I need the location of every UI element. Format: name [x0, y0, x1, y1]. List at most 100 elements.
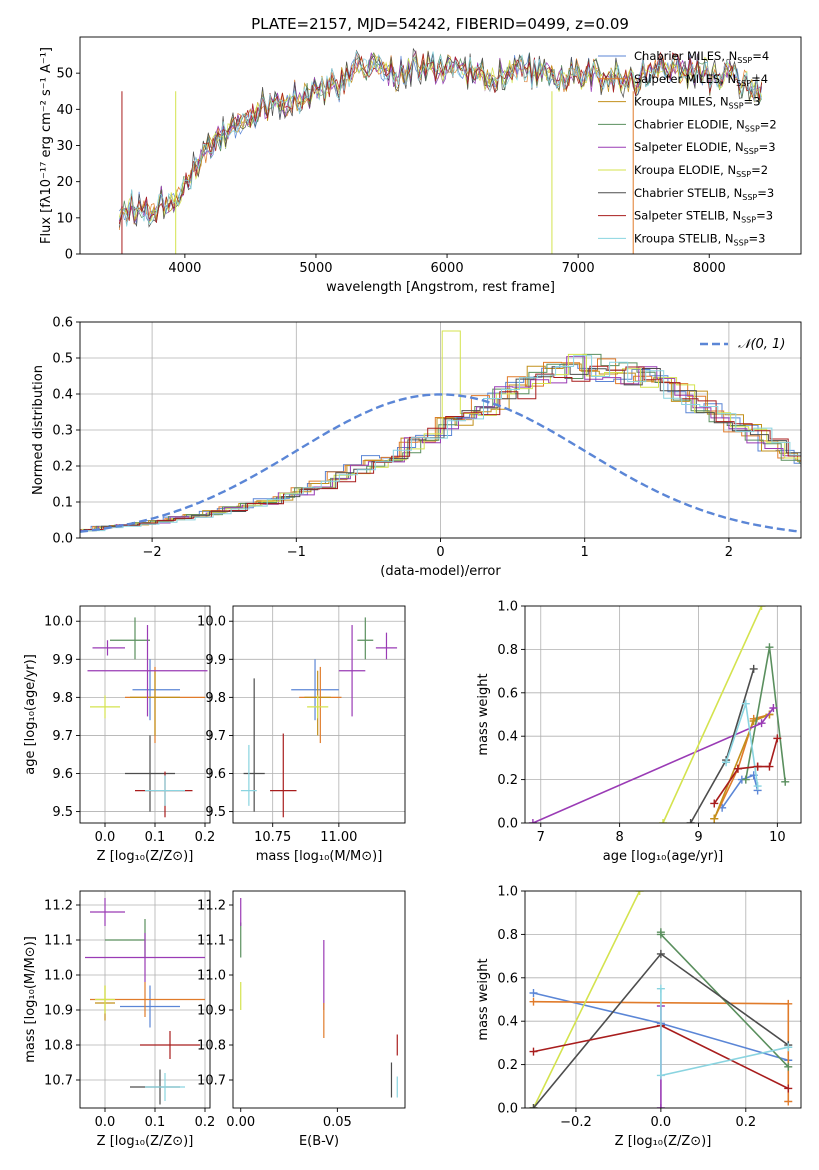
y-axis-label: Normed distribution [31, 365, 46, 495]
x-tick-label: −2 [143, 545, 162, 560]
y-tick-label: 0.2 [497, 1058, 518, 1073]
histogram-series [80, 356, 801, 531]
weight-marker [781, 777, 790, 786]
weight-marker [784, 1062, 793, 1071]
x-axis-label: age [log₁₀(age/yr)] [603, 849, 724, 864]
x-tick-label: 0.0 [95, 830, 116, 845]
y-tick-label: 9.6 [52, 767, 73, 782]
weight-marker [773, 734, 782, 743]
plot-area-z-mass [85, 898, 205, 1105]
y-tick-label: 9.7 [52, 729, 73, 744]
y-tick-label: 0.3 [52, 424, 73, 439]
y-tick-label: 0.2 [497, 773, 518, 788]
y-tick-label: 10.8 [44, 1039, 73, 1054]
errorbar-point [105, 919, 146, 958]
x-tick-label: 6000 [431, 261, 464, 276]
chart-z-mass: 0.0 0.1 0.2 10.7 10.8 10.9 11.0 11.1 11.2 Z [log₁… [23, 890, 216, 1149]
histogram-series [83, 366, 801, 530]
chart-z-age: 0.0 0.1 0.2 9.5 9.6 9.7 9.8 9.9 10.0 Z [log₁₀(Z/Z… [23, 605, 215, 864]
x-tick-label: 7000 [562, 261, 595, 276]
plot-area-mass-age [240, 617, 398, 818]
x-tick-label: 9 [694, 830, 702, 845]
x-tick-label: 10 [769, 830, 786, 845]
y-tick-label: 20 [56, 175, 73, 190]
y-tick-label: 0.4 [497, 1015, 518, 1030]
weight-marker [741, 775, 750, 784]
axes-ebv-mass: 0.00 0.05 10.7 10.8 10.9 11.0 11.1 11.2 E(B-V) [197, 890, 406, 1149]
x-tick-label: 0.00 [226, 1115, 255, 1130]
axes-z-weight: −0.2 0.0 0.2 0.0 0.2 0.4 0.6 0.8 1.0 Z [log₁₀(Z/Z… [476, 885, 802, 1149]
weight-marker [656, 1104, 665, 1108]
errorbar-point [130, 670, 180, 736]
x-axis-label: E(B-V) [299, 1134, 339, 1149]
spectrum-series-line [118, 51, 763, 225]
legend-spectrum: Chabrier MILES, NSSP=4 Salpeter MILES, NS… [598, 49, 777, 247]
x-tick-label: −0.2 [560, 1115, 592, 1130]
y-axis-label: age [log₁₀(age/yr)] [23, 654, 38, 775]
y-tick-label: 9.7 [205, 729, 226, 744]
errorbar-point [307, 695, 329, 719]
y-tick-label: 11.0 [197, 969, 226, 984]
weight-marker [784, 1043, 793, 1052]
legend-entry: Salpeter MILES, NSSP=4 [634, 72, 768, 88]
axes-z-age: 0.0 0.1 0.2 9.5 9.6 9.7 9.8 9.9 10.0 Z [log₁₀(Z/Z… [23, 605, 215, 864]
y-tick-label: 9.8 [52, 691, 73, 706]
y-tick-label: 50 [56, 67, 73, 82]
y-tick-label: 10.0 [197, 615, 226, 630]
weight-marker [659, 819, 667, 823]
x-axis-label: Z [log₁₀(Z/Z⊙)] [97, 849, 194, 864]
axes-frame [524, 605, 802, 824]
y-tick-label: 11.1 [44, 934, 73, 949]
chart-z-weight: −0.2 0.0 0.2 0.0 0.2 0.4 0.6 0.8 1.0 Z [log₁₀(Z/Z… [476, 885, 802, 1149]
normal-reference-curve [80, 393, 801, 533]
weight-marker [528, 819, 537, 823]
chart-age-weight: 7 8 9 10 0.0 0.2 0.4 0.6 0.8 1.0 age [log₁₀(age/yr… [476, 600, 802, 864]
x-tick-label: 10.75 [254, 830, 291, 845]
errorbar-point [120, 985, 180, 1028]
x-tick-label: 0.05 [323, 1115, 352, 1130]
legend-entry: Chabrier STELIB, NSSP=3 [634, 186, 774, 202]
y-tick-label: 1.0 [497, 600, 518, 615]
x-axis-label: (data-model)/error [380, 564, 501, 579]
errorbar-point [85, 933, 205, 982]
weight-marker [529, 997, 538, 1006]
figure-title: PLATE=2157, MJD=54242, FIBERID=0499, z=0… [251, 15, 629, 33]
x-tick-label: 0.2 [195, 1115, 216, 1130]
errorbar-point [375, 632, 398, 660]
weight-marker [784, 1097, 793, 1106]
y-tick-label: 9.5 [205, 805, 226, 820]
errorbar-point [95, 985, 115, 1014]
y-tick-label: 0.6 [497, 971, 518, 986]
spectrum-series-line [118, 51, 763, 227]
y-tick-label: 1.0 [497, 885, 518, 900]
x-axis-label: mass [log₁₀(M/M⊙)] [256, 849, 383, 864]
plot-area-z-age [87, 617, 208, 818]
y-tick-label: 0.0 [497, 817, 518, 832]
y-tick-label: 0.4 [497, 730, 518, 745]
histogram-series [80, 364, 801, 531]
axes-residuals: −2 −1 0 1 2 0.0 0.1 0.2 0.3 0.4 0.5 0.6 (data-model)… [31, 316, 802, 579]
y-tick-label: 0.5 [52, 352, 73, 367]
legend-entry: Chabrier MILES, NSSP=4 [634, 49, 769, 65]
legend-entry: Kroupa ELODIE, NSSP=2 [634, 163, 768, 179]
axes-spectrum: 4000 5000 6000 7000 8000 0 10 20 30 40 50 wavelengt… [39, 36, 802, 295]
errorbar-point [90, 695, 120, 719]
weight-marker [765, 762, 774, 771]
weight-marker [656, 1071, 665, 1080]
weight-marker [757, 606, 766, 610]
y-tick-label: 40 [56, 103, 73, 118]
errorbar-point [299, 666, 342, 744]
x-tick-label: 7 [537, 830, 545, 845]
weight-marker [749, 664, 758, 673]
errorbar-point [291, 659, 339, 721]
legend-entry: 𝒩(0, 1) [738, 337, 785, 352]
weight-series-line [532, 891, 641, 1108]
weight-marker [635, 891, 644, 895]
plot-area-spectrum [118, 47, 763, 254]
x-tick-label: 8 [615, 830, 623, 845]
y-tick-label: 0.8 [497, 643, 518, 658]
chart-mass-age: 10.75 11.00 9.5 9.6 9.7 9.8 9.9 10.0 mass [log₁₀… [197, 605, 406, 864]
axes-frame [524, 890, 802, 1109]
x-tick-label: 1 [581, 545, 589, 560]
axes-age-weight: 7 8 9 10 0.0 0.2 0.4 0.6 0.8 1.0 age [log₁₀(age/yr… [476, 600, 802, 864]
